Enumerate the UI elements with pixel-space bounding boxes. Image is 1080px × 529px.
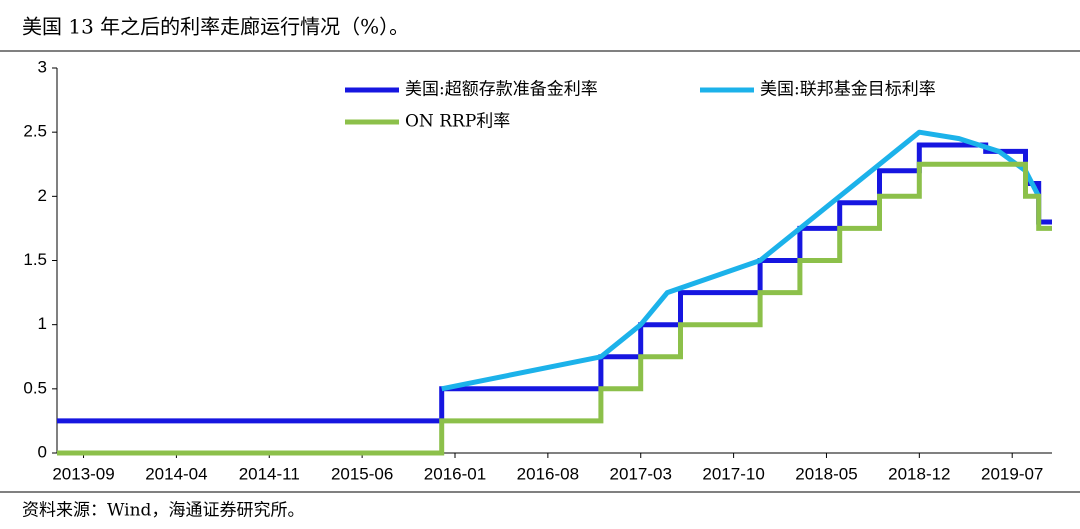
x-tick-label: 2014-04 <box>145 464 207 483</box>
x-tick-label: 2018-05 <box>795 464 857 483</box>
y-tick-label: 0 <box>38 442 47 461</box>
y-tick-label: 1.5 <box>23 250 47 269</box>
series-line <box>441 129 1041 392</box>
series-line <box>57 142 1052 424</box>
x-tick-label: 2013-09 <box>52 464 114 483</box>
source-note: 资料来源：Wind，海通证券研究所。 <box>22 501 304 521</box>
x-tick-label: 2016-08 <box>517 464 579 483</box>
y-tick-label: 0.5 <box>23 378 47 397</box>
y-tick-label: 1 <box>38 314 47 333</box>
x-tick-label: 2017-10 <box>702 464 764 483</box>
chart-title: 美国 13 年之后的利率走廊运行情况（%）。 <box>22 15 409 39</box>
x-tick-label: 2017-03 <box>610 464 672 483</box>
x-tick-label: 2014-11 <box>239 464 300 483</box>
x-tick-label: 2019-07 <box>981 464 1043 483</box>
x-tick-label: 2016-01 <box>424 464 486 483</box>
x-tick-label: 2018-12 <box>888 464 950 483</box>
legend-label: ON RRP利率 <box>405 112 510 132</box>
legend-label: 美国:联邦基金目标利率 <box>760 80 936 100</box>
y-tick-label: 2.5 <box>23 122 47 141</box>
series-line <box>57 161 1052 456</box>
y-tick-label: 2 <box>38 186 47 205</box>
legend-label: 美国:超额存款准备金利率 <box>405 80 598 100</box>
y-tick-label: 3 <box>38 57 47 76</box>
x-tick-label: 2015-06 <box>331 464 393 483</box>
